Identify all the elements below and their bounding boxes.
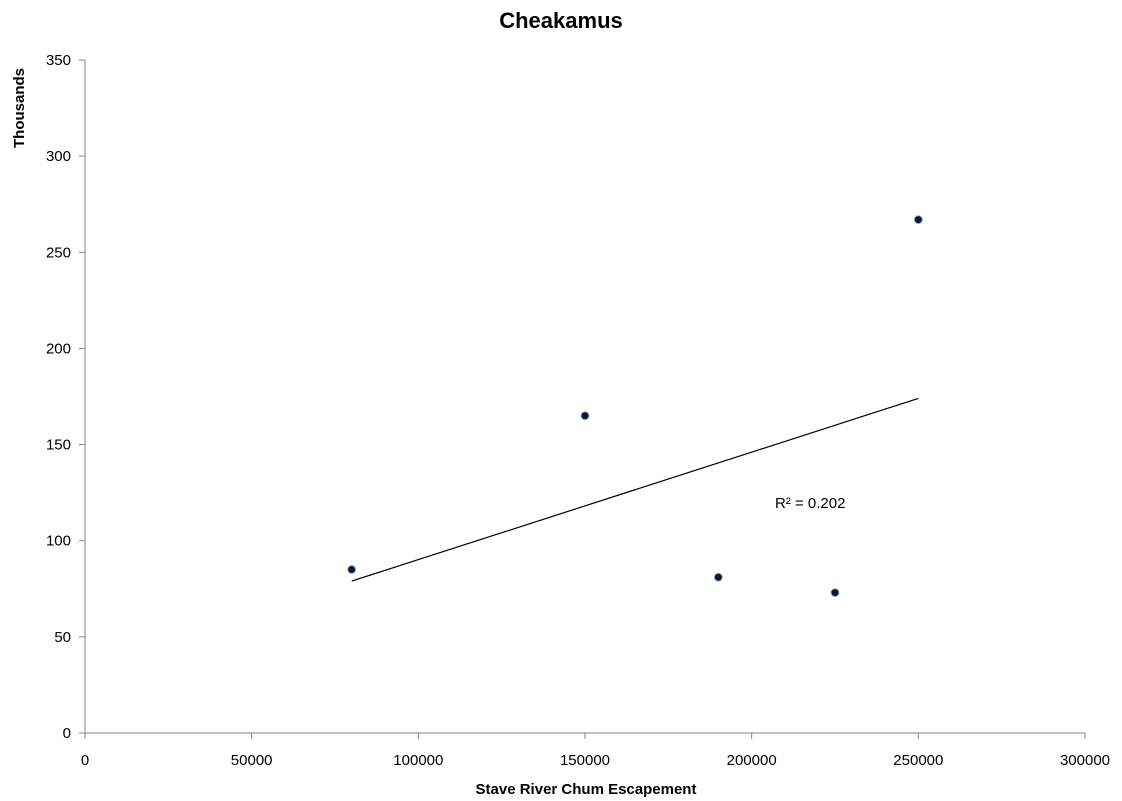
x-tick-label: 300000 [1060,752,1110,769]
y-tick-label: 50 [54,629,71,646]
data-point [830,588,840,598]
y-tick-label: 350 [46,52,71,69]
trendline [351,397,919,582]
data-point [913,215,923,225]
y-tick-label: 150 [46,437,71,454]
data-point [347,565,357,575]
y-tick-label: 100 [46,533,71,550]
x-tick-label: 150000 [560,752,610,769]
x-tick-label: 200000 [727,752,777,769]
data-point [580,411,590,421]
y-tick-label: 300 [46,148,71,165]
x-tick-label: 250000 [893,752,943,769]
x-tick-label: 100000 [393,752,443,769]
trendline-line [351,397,919,582]
x-tick-label: 50000 [231,752,273,769]
y-axis-title: Thousands [11,68,28,148]
x-axis-ticks: 0 50000 100000 150000 200000 250000 300000 [81,733,1110,769]
x-axis-title: Stave River Chum Escapement [476,781,697,798]
y-tick-label: 0 [63,725,71,742]
x-tick-label: 0 [81,752,89,769]
y-tick-label: 200 [46,340,71,357]
data-point [713,572,723,582]
r-squared-annotation: R² = 0.202 [775,495,845,512]
y-tick-label: 250 [46,244,71,261]
data-points [347,215,923,598]
y-axis-ticks: 0 50 100 150 200 250 300 350 [46,52,85,742]
chart-title: Cheakamus [499,8,623,33]
axes [84,60,1085,734]
